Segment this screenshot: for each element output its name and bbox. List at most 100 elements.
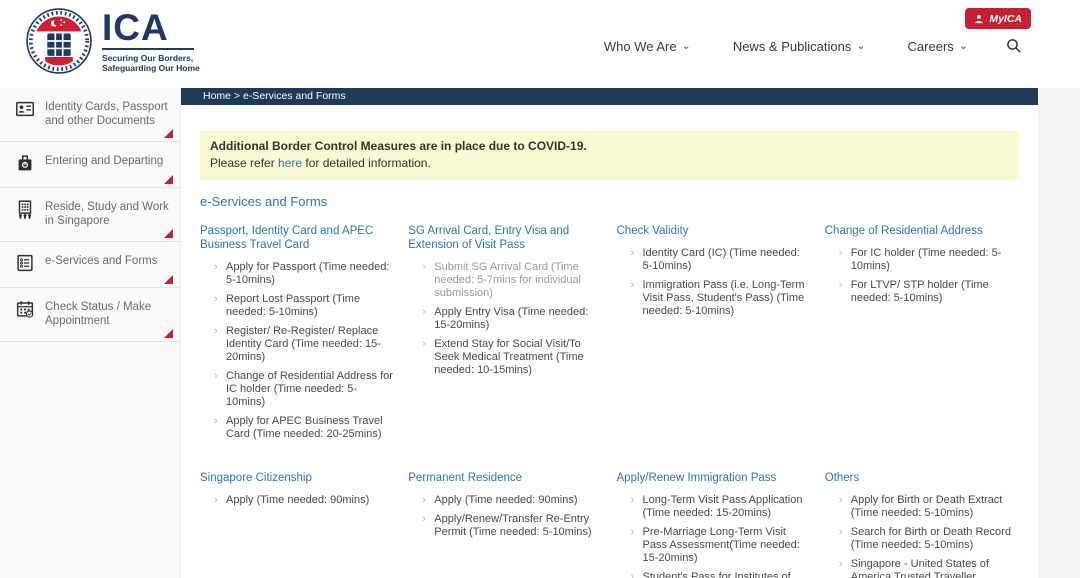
sidebar-item-label: e-Services and Forms	[45, 255, 158, 267]
site-header: ICA Securing Our Borders, Safeguarding O…	[0, 0, 1080, 88]
breadcrumb[interactable]: Home > e-Services and Forms	[181, 88, 1038, 105]
link-label: Apply for Passport (Time needed: 5-10min…	[226, 261, 390, 286]
myica-label: MyICA	[989, 12, 1022, 25]
eservice-link[interactable]: › Student's Pass for Institutes of Higher…	[631, 571, 811, 578]
chevron-right-icon: ›	[630, 571, 635, 578]
eservice-link[interactable]: › For LTVP/ STP holder (Time needed: 5-10…	[839, 279, 1019, 305]
link-label: Student's Pass for Institutes of Higher …	[642, 571, 791, 578]
nav-news-publications[interactable]: News & Publications ⌄	[733, 39, 866, 54]
covid-notice-banner: Additional Border Control Measures are i…	[200, 131, 1019, 180]
group-title: SG Arrival Card, Entry Visa and Extensio…	[408, 225, 570, 251]
eservice-link[interactable]: › Apply for APEC Business Travel Card (Ti…	[214, 415, 394, 441]
chevron-right-icon: ›	[214, 261, 218, 273]
sidebar-item-eservices-forms[interactable]: e-Services and Forms	[0, 242, 180, 288]
luggage-icon	[18, 155, 32, 171]
chevron-right-icon: ›	[422, 494, 426, 506]
link-label: Pre-Marriage Long-Term Visit Pass Assess…	[642, 526, 800, 564]
link-label: Singapore - United States of America Tru…	[850, 558, 989, 578]
link-label: Submit SG Arrival Card (Time needed: 5-7…	[434, 261, 582, 299]
eservice-link[interactable]: › Apply Entry Visa (Time needed: 15-20min…	[422, 306, 602, 332]
chevron-right-icon: ›	[422, 338, 426, 350]
chevron-right-icon: ›	[630, 247, 635, 259]
sidebar-item-label: Identity Cards, Passport and other Docum…	[45, 101, 168, 127]
fold-corner-icon	[164, 329, 173, 338]
eservice-link[interactable]: › Apply/Renew/Transfer Re-Entry Permit (T…	[422, 513, 602, 539]
nav-careers[interactable]: Careers ⌄	[908, 39, 968, 54]
sidebar-item-identity-cards[interactable]: Identity Cards, Passport and other Docum…	[0, 88, 180, 142]
eservice-link[interactable]: › Identity Card (IC) (Time needed: 5-10mi…	[631, 247, 811, 273]
link-label: Apply (Time needed: 90mins)	[226, 494, 370, 506]
user-icon	[975, 14, 984, 23]
chevron-right-icon: ›	[630, 526, 635, 538]
sidebar-item-check-status-appointment[interactable]: Check Status / Make Appointment	[0, 288, 180, 342]
sidebar: Identity Cards, Passport and other Docum…	[0, 88, 181, 578]
sidebar-item-label: Check Status / Make Appointment	[45, 301, 152, 327]
sidebar-item-reside-study-work[interactable]: Reside, Study and Work in Singapore	[0, 188, 180, 242]
eservice-link-disabled: › Submit SG Arrival Card (Time needed: 5-…	[422, 261, 602, 300]
group-title: Apply/Renew Immigration Pass	[616, 472, 777, 484]
link-label: Immigration Pass (i.e. Long-Term Visit P…	[642, 279, 805, 317]
link-label: Apply for APEC Business Travel Card (Tim…	[226, 415, 383, 440]
chevron-right-icon: ›	[630, 279, 635, 291]
chevron-right-icon: ›	[214, 370, 218, 382]
chevron-right-icon: ›	[214, 325, 218, 337]
group-row-2: Singapore Citizenship › Apply (Time neede…	[200, 471, 1019, 578]
eservice-link[interactable]: › Apply for Birth or Death Extract (Time …	[839, 494, 1019, 520]
page-background-strip	[1038, 88, 1080, 578]
notice-text: for detailed information.	[302, 156, 431, 170]
sidebar-item-entering-departing[interactable]: Entering and Departing	[0, 142, 180, 188]
nav-label: Who We Are	[603, 38, 677, 54]
chevron-right-icon: ›	[214, 293, 218, 305]
here-link[interactable]: here	[278, 156, 303, 170]
chevron-down-icon: ⌄	[958, 40, 968, 52]
ica-wordmark: ICA Securing Our Borders, Safeguarding O…	[102, 6, 200, 73]
chevron-right-icon: ›	[630, 494, 635, 506]
ica-crest-icon	[26, 8, 92, 74]
fold-corner-icon	[164, 229, 173, 238]
logo-tagline-2: Safeguarding Our Home	[102, 62, 200, 73]
chevron-right-icon: ›	[214, 494, 218, 506]
group-title: Singapore Citizenship	[200, 472, 312, 484]
eservice-link[interactable]: › Search for Birth or Death Record (Time …	[839, 526, 1019, 552]
group-title: Check Validity	[616, 225, 689, 237]
sidebar-item-label: Entering and Departing	[45, 155, 164, 167]
ica-logo[interactable]: ICA Securing Our Borders, Safeguarding O…	[26, 8, 200, 74]
eservice-link[interactable]: › For IC holder (Time needed: 5-10mins)	[839, 247, 1019, 273]
eservice-link[interactable]: › Extend Stay for Social Visit/To Seek Me…	[422, 338, 602, 377]
eservice-link[interactable]: › Register/ Re-Register/ Replace Identity…	[214, 325, 394, 364]
chevron-right-icon: ›	[422, 261, 426, 273]
eservice-link[interactable]: › Apply (Time needed: 90mins)	[422, 494, 602, 507]
ica-acronym: ICA	[102, 6, 169, 48]
notice-body: Please refer here for detailed informati…	[210, 155, 1009, 172]
group-title: Passport, Identity Card and APEC Busines…	[200, 225, 374, 251]
nav-who-we-are[interactable]: Who We Are ⌄	[604, 39, 691, 54]
chevron-right-icon: ›	[838, 494, 843, 506]
eservice-link[interactable]: › Report Lost Passport (Time needed: 5-10…	[214, 293, 394, 319]
sidebar-item-label: Reside, Study and Work in Singapore	[45, 201, 169, 227]
notice-title: Additional Border Control Measures are i…	[210, 139, 587, 153]
link-label: Apply (Time needed: 90mins)	[434, 494, 578, 506]
search-icon[interactable]	[1006, 38, 1022, 54]
group-check-validity: Check Validity › Identity Card (IC) (Time…	[617, 224, 811, 447]
eservice-link[interactable]: › Singapore - United States of America Tr…	[839, 558, 1019, 578]
main-content: Home > e-Services and Forms Additional B…	[181, 88, 1038, 578]
page-title: e-Services and Forms	[200, 194, 328, 209]
eservice-link[interactable]: › Apply (Time needed: 90mins)	[214, 494, 394, 507]
eservice-link[interactable]: › Apply for Passport (Time needed: 5-10mi…	[214, 261, 394, 287]
group-title: Others	[824, 472, 860, 484]
link-label: Extend Stay for Social Visit/To Seek Med…	[434, 338, 584, 376]
eservice-link[interactable]: › Long-Term Visit Pass Application (Time …	[631, 494, 811, 520]
group-others: Others › Apply for Birth or Death Extract…	[825, 471, 1019, 578]
chevron-down-icon: ⌄	[681, 40, 691, 52]
link-label: Change of Residential Address for IC hol…	[226, 370, 393, 408]
eservice-link[interactable]: › Immigration Pass (i.e. Long-Term Visit …	[631, 279, 811, 318]
building-icon	[18, 200, 32, 219]
form-checklist-icon	[17, 254, 33, 272]
eservice-link[interactable]: › Change of Residential Address for IC ho…	[214, 370, 394, 409]
link-label: Register/ Re-Register/ Replace Identity …	[226, 325, 381, 363]
top-navigation: Who We Are ⌄ News & Publications ⌄ Caree…	[562, 38, 1022, 54]
myica-button[interactable]: MyICA	[965, 8, 1031, 29]
eservice-link[interactable]: › Pre-Marriage Long-Term Visit Pass Asses…	[631, 526, 811, 565]
notice-text: Please refer	[210, 156, 279, 170]
group-change-residential-address: Change of Residential Address › For IC ho…	[825, 224, 1019, 447]
